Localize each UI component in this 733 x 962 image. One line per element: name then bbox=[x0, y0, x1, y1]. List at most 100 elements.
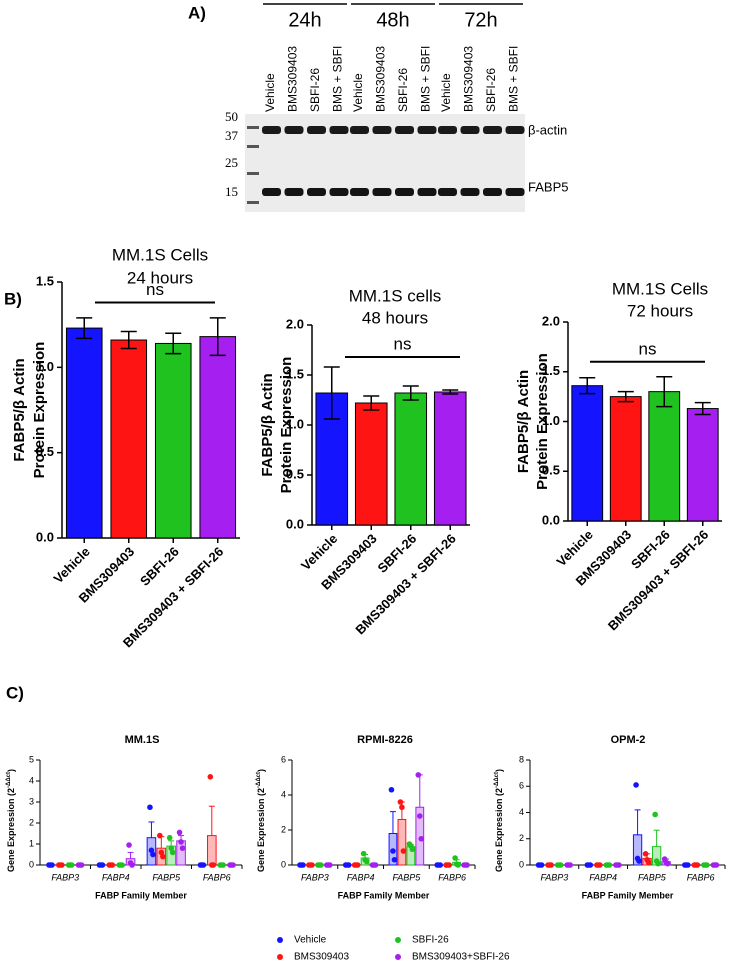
y-tick-label: 0 bbox=[29, 859, 34, 869]
bar bbox=[686, 408, 719, 522]
bar bbox=[154, 342, 192, 539]
data-point bbox=[400, 848, 407, 854]
data-point bbox=[210, 862, 217, 868]
data-point bbox=[567, 862, 573, 868]
lane-label: BMS + SBFI bbox=[419, 46, 433, 112]
y-tick-label: 0.5 bbox=[36, 444, 54, 459]
lane-label: SBFI-26 bbox=[484, 68, 498, 112]
band-label: FABP5 bbox=[528, 179, 568, 194]
timepoint-label: 48h bbox=[376, 9, 409, 31]
lane-label: BMS + SBFI bbox=[507, 46, 521, 112]
data-point bbox=[464, 862, 470, 868]
band bbox=[505, 188, 525, 196]
y-tick-label: 2.0 bbox=[286, 316, 304, 331]
legend-label: BMS309403+SBFI-26 bbox=[412, 952, 510, 962]
data-point bbox=[372, 862, 379, 868]
chart-title: MM.1S bbox=[125, 734, 160, 746]
bar bbox=[571, 385, 604, 522]
data-point bbox=[166, 834, 173, 841]
lane-label: SBFI-26 bbox=[308, 68, 322, 112]
chart-title: OPM-2 bbox=[611, 734, 646, 746]
timepoint-label: 72h bbox=[464, 9, 497, 31]
data-point bbox=[354, 862, 361, 868]
y-axis-label: Protein Expression bbox=[31, 342, 48, 479]
band bbox=[284, 126, 304, 134]
data-point bbox=[179, 845, 186, 851]
y-tick-label: 2 bbox=[281, 824, 286, 834]
data-point bbox=[99, 862, 106, 868]
data-point bbox=[388, 786, 395, 793]
data-point bbox=[437, 862, 444, 868]
data-point bbox=[119, 862, 125, 868]
lane-label: Vehicle bbox=[263, 73, 277, 112]
band bbox=[417, 188, 437, 196]
band bbox=[329, 188, 349, 196]
lane-label: BMS309403 bbox=[374, 46, 388, 112]
data-point bbox=[176, 829, 183, 836]
y-axis-label: Gene Expression (2-ΔΔct) bbox=[494, 769, 505, 872]
data-point bbox=[645, 859, 652, 866]
data-point bbox=[399, 804, 405, 811]
data-point bbox=[633, 782, 639, 788]
x-tick-label: FABP4 bbox=[589, 872, 617, 882]
y-axis-label-part: ) bbox=[256, 769, 266, 772]
x-axis-label: FABP Family Member bbox=[338, 890, 430, 900]
data-point bbox=[157, 832, 163, 839]
band bbox=[262, 126, 281, 134]
lane-label: Vehicle bbox=[351, 73, 365, 112]
significance-label: ns bbox=[146, 280, 164, 299]
legend-swatch bbox=[277, 954, 283, 960]
bar bbox=[354, 402, 388, 526]
y-axis-label-part: Gene Expression (2 bbox=[6, 788, 16, 872]
data-point bbox=[326, 862, 333, 868]
y-tick-label: 3 bbox=[29, 796, 34, 806]
x-tick-label: FABP6 bbox=[203, 872, 231, 882]
data-point bbox=[587, 862, 594, 868]
x-tick-label: FABP5 bbox=[638, 872, 667, 882]
data-point bbox=[230, 862, 236, 868]
y-axis-label-sup: -ΔΔct bbox=[6, 772, 12, 788]
data-point bbox=[178, 839, 184, 845]
data-point bbox=[126, 842, 132, 848]
lane-label: BMS309403 bbox=[462, 46, 476, 112]
data-point bbox=[655, 860, 661, 867]
legend-swatch bbox=[277, 937, 283, 943]
chart-title: MM.1S Cells bbox=[112, 245, 208, 264]
x-tick-label: FABP3 bbox=[540, 872, 568, 882]
chart-subtitle: 24 hours bbox=[127, 268, 193, 287]
y-tick-label: 1 bbox=[29, 838, 34, 848]
x-tick-label: FABP6 bbox=[687, 872, 715, 882]
data-point bbox=[220, 862, 226, 868]
bar bbox=[609, 396, 642, 522]
y-axis-label: FABP5/β Actin bbox=[11, 358, 28, 461]
data-point bbox=[452, 855, 458, 861]
band bbox=[329, 126, 349, 134]
y-tick-label: 0 bbox=[519, 859, 524, 869]
x-tick-label: FABP5 bbox=[392, 872, 421, 882]
legend-label: SBFI-26 bbox=[412, 935, 449, 946]
data-point bbox=[158, 849, 165, 856]
data-point bbox=[597, 862, 603, 868]
y-tick-label: 2 bbox=[519, 833, 524, 843]
y-tick-label: 8 bbox=[519, 754, 524, 764]
data-point bbox=[300, 862, 306, 868]
data-point bbox=[636, 858, 642, 864]
y-tick-label: 0.0 bbox=[542, 512, 560, 527]
y-axis-label: FABP5/β Actin bbox=[259, 373, 276, 476]
band bbox=[460, 188, 480, 196]
data-point bbox=[538, 862, 545, 868]
y-axis-label: FABP5/β Actin bbox=[515, 370, 532, 473]
y-axis-label-part: Gene Expression (2 bbox=[494, 788, 504, 872]
y-tick-label: 1.0 bbox=[286, 416, 304, 431]
y-axis-label-part: Gene Expression (2 bbox=[256, 788, 266, 872]
y-axis-label-part: ) bbox=[494, 769, 504, 772]
y-axis-label-sup: -ΔΔct bbox=[494, 772, 500, 788]
bar bbox=[199, 336, 237, 539]
x-tick-label: FABP5 bbox=[152, 872, 181, 882]
x-tick-label: FABP3 bbox=[301, 872, 329, 882]
x-axis-label: FABP Family Member bbox=[582, 890, 674, 900]
y-tick-label: 5 bbox=[29, 754, 34, 764]
data-point bbox=[642, 851, 649, 857]
x-tick-label: FABP6 bbox=[438, 872, 466, 882]
